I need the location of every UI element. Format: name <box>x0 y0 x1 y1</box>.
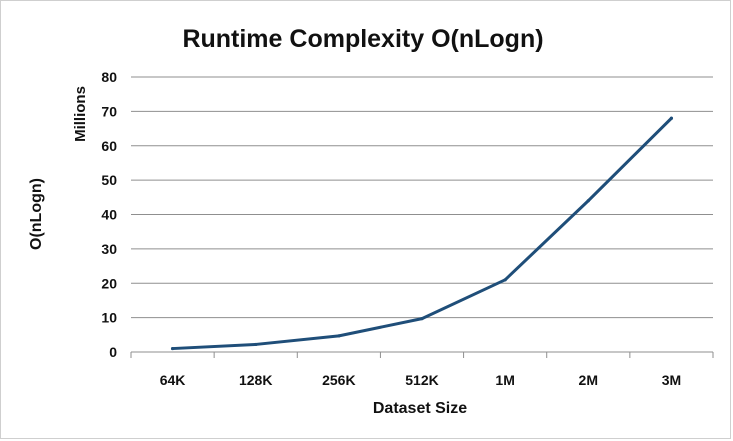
y-tick-label: 50 <box>101 172 117 188</box>
x-tick-label: 128K <box>239 372 272 388</box>
x-axis-title: Dataset Size <box>373 400 467 417</box>
x-tick-label: 1M <box>495 372 514 388</box>
x-tick-label: 256K <box>322 372 355 388</box>
y-tick-label: 0 <box>109 344 117 360</box>
series-point <box>503 278 507 282</box>
x-tick-label: 3M <box>662 372 681 388</box>
axis-layer <box>130 351 714 358</box>
series-point <box>337 334 341 338</box>
series-point <box>586 199 590 203</box>
y-tick-label: 80 <box>101 69 117 85</box>
y-axis-title: O(nLogn) <box>28 178 45 250</box>
tick-layer: 0 10 20 30 40 50 60 70 80 64K 128K 256K 512K 1M 2M 3M <box>101 69 681 388</box>
series-layer <box>170 116 674 351</box>
series-point <box>170 346 175 351</box>
y-tick-label: 60 <box>101 138 117 154</box>
series-line <box>171 116 673 351</box>
series-point <box>669 116 674 120</box>
y-tick-label: 10 <box>101 310 117 326</box>
x-tick-label: 2M <box>579 372 598 388</box>
chart-title: Runtime Complexity O(nLogn) <box>182 25 543 53</box>
y-tick-label: 30 <box>101 241 117 257</box>
x-tick-label: 512K <box>405 372 438 388</box>
series-point <box>254 342 258 347</box>
y-axis-unit-label: Millions <box>72 86 89 142</box>
y-tick-label: 40 <box>101 207 117 223</box>
y-tick-label: 70 <box>101 103 117 119</box>
grid-layer <box>131 76 713 353</box>
y-tick-label: 20 <box>101 275 117 291</box>
x-tick-label: 64K <box>160 372 186 388</box>
series-point <box>420 317 424 321</box>
